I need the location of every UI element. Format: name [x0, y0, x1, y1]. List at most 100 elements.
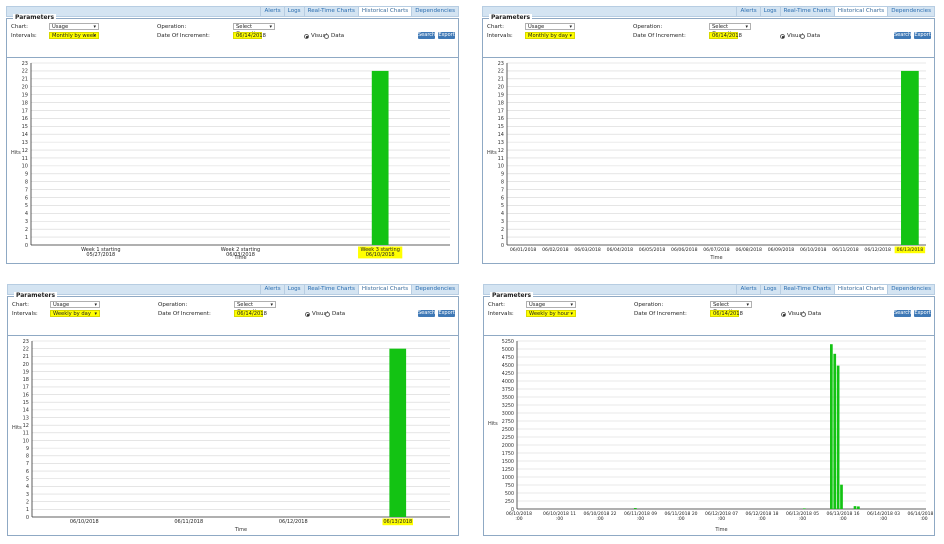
tab-real-time-charts[interactable]: Real-Time Charts [304, 7, 358, 16]
chart-panel-4: Alerts Logs Real-Time Charts Historical Cha… [483, 284, 935, 534]
export-button[interactable]: Export [914, 310, 931, 317]
intervals-select-value: Monthly by day [528, 33, 568, 39]
export-button[interactable]: Export [438, 310, 455, 317]
y-tick-label: 12 [22, 148, 28, 154]
date-input[interactable]: 06/14/2018 [233, 32, 262, 39]
search-button[interactable]: Search [418, 310, 435, 317]
tab-real-time-charts[interactable]: Real-Time Charts [780, 285, 834, 294]
x-tick-label: 06/11/2018 [174, 519, 203, 525]
operation-select[interactable]: Select Operation▾ [709, 23, 751, 30]
tab-logs[interactable]: Logs [760, 7, 780, 16]
tab-alerts[interactable]: Alerts [260, 285, 283, 294]
y-tick-label: 3000 [502, 411, 514, 417]
intervals-select[interactable]: Weekly by day ▾ [50, 310, 100, 317]
y-tick-label: 11 [23, 431, 29, 437]
data-radio[interactable] [325, 312, 330, 317]
y-tick-label: 9 [25, 172, 28, 178]
y-tick-label: 2 [26, 499, 29, 505]
tab-historical-charts[interactable]: Historical Charts [834, 7, 887, 16]
date-input-value: 06/14/2018 [713, 311, 743, 317]
y-tick-label: 2250 [502, 435, 514, 441]
x-tick-label: 06/13/2018 [383, 519, 412, 525]
visual-radio[interactable] [304, 34, 309, 39]
tab-real-time-charts[interactable]: Real-Time Charts [780, 7, 834, 16]
y-tick-label: 12 [23, 423, 29, 429]
search-button[interactable]: Search [894, 310, 911, 317]
y-tick-label: 18 [498, 100, 504, 106]
export-button[interactable]: Export [438, 32, 455, 39]
intervals-label: Intervals: [11, 33, 37, 39]
y-tick-label: 21 [498, 77, 504, 83]
nav-tabs: Alerts Logs Real-Time Charts Historical Cha… [482, 6, 935, 17]
search-button[interactable]: Search [894, 32, 911, 39]
intervals-select[interactable]: Weekly by hour ▾ [526, 310, 576, 317]
dropdown-caret-icon: ▾ [94, 311, 97, 318]
y-tick-label: 5 [25, 203, 28, 209]
y-tick-label: 3250 [502, 403, 514, 409]
x-tick-label: 06/02/2018 [542, 247, 569, 253]
chart-select-value: Usage [528, 24, 544, 30]
x-tick-label: 06/10/2018:00 [506, 511, 532, 522]
y-tick-label: 22 [498, 69, 504, 75]
y-tick-label: 16 [22, 116, 28, 122]
tab-alerts[interactable]: Alerts [260, 7, 283, 16]
y-tick-label: 5000 [502, 347, 514, 353]
tab-dependencies[interactable]: Dependencies [411, 285, 458, 294]
chart-select[interactable]: Usage ▾ [49, 23, 99, 30]
bar [854, 506, 857, 509]
dropdown-caret-icon: ▾ [569, 33, 572, 40]
operation-select[interactable]: Select Operation▾ [234, 301, 276, 308]
intervals-select-value: Weekly by hour [529, 311, 569, 317]
y-tick-label: 4 [25, 211, 28, 217]
operation-select[interactable]: Select Operation▾ [233, 23, 275, 30]
parameters-legend: Parameters [490, 292, 533, 299]
tab-historical-charts[interactable]: Historical Charts [358, 7, 411, 16]
dropdown-caret-icon: ▾ [270, 302, 273, 309]
operation-label: Operation: [634, 302, 663, 308]
data-radio[interactable] [800, 34, 805, 39]
dropdown-caret-icon: ▾ [93, 33, 96, 40]
chart-select[interactable]: Usage ▾ [50, 301, 100, 308]
y-tick-label: 6 [25, 195, 28, 201]
tab-dependencies[interactable]: Dependencies [411, 7, 458, 16]
tab-alerts[interactable]: Alerts [736, 285, 759, 294]
data-radio[interactable] [324, 34, 329, 39]
date-input[interactable]: 06/14/2018 [234, 310, 263, 317]
y-tick-label: 2 [25, 227, 28, 233]
operation-select[interactable]: Select Operation▾ [710, 301, 752, 308]
search-button[interactable]: Search [418, 32, 435, 39]
chart-select-value: Usage [529, 302, 545, 308]
y-tick-label: 4000 [502, 379, 514, 385]
export-button[interactable]: Export [914, 32, 931, 39]
tab-logs[interactable]: Logs [284, 285, 304, 294]
tab-dependencies[interactable]: Dependencies [887, 285, 934, 294]
tab-logs[interactable]: Logs [760, 285, 780, 294]
x-axis-label: Time [234, 527, 247, 533]
tab-dependencies[interactable]: Dependencies [887, 7, 934, 16]
tab-logs[interactable]: Logs [284, 7, 304, 16]
intervals-select[interactable]: Monthly by week ▾ [49, 32, 99, 39]
visual-radio[interactable] [781, 312, 786, 317]
tab-alerts[interactable]: Alerts [736, 7, 759, 16]
visual-radio[interactable] [780, 34, 785, 39]
y-tick-label: 1000 [502, 475, 514, 481]
date-input[interactable]: 06/14/2018 [709, 32, 738, 39]
nav-tabs: Alerts Logs Real-Time Charts Historical Cha… [6, 6, 459, 17]
chart-select[interactable]: Usage ▾ [525, 23, 575, 30]
tab-historical-charts[interactable]: Historical Charts [358, 285, 411, 294]
y-tick-label: 1500 [502, 459, 514, 465]
nav-tabs: Alerts Logs Real-Time Charts Historical Cha… [7, 284, 459, 295]
visual-radio[interactable] [305, 312, 310, 317]
date-input[interactable]: 06/14/2018 [710, 310, 739, 317]
bar [901, 71, 919, 245]
y-tick-label: 19 [22, 92, 28, 98]
intervals-select[interactable]: Monthly by day ▾ [525, 32, 575, 39]
chart-panel-3: Alerts Logs Real-Time Charts Historical Cha… [7, 284, 459, 534]
tab-historical-charts[interactable]: Historical Charts [834, 285, 887, 294]
chart-select[interactable]: Usage ▾ [526, 301, 576, 308]
data-radio[interactable] [801, 312, 806, 317]
tab-real-time-charts[interactable]: Real-Time Charts [304, 285, 358, 294]
y-tick-label: 9 [501, 172, 504, 178]
y-tick-label: 22 [22, 69, 28, 75]
y-tick-label: 14 [23, 408, 29, 414]
